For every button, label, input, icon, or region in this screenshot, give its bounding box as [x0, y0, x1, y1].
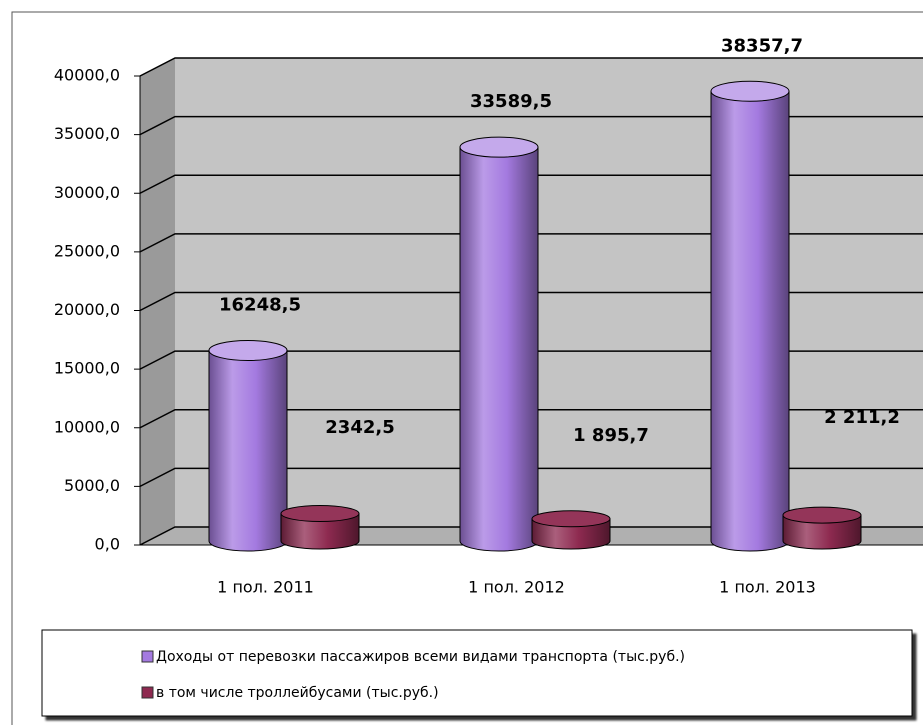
data-label: 16248,5	[219, 294, 301, 315]
bar-top	[459, 136, 539, 158]
bar-top	[208, 339, 288, 361]
x-tick-label: 1 пол. 2013	[719, 578, 816, 597]
y-tick-label: 20000,0	[54, 300, 120, 319]
legend-swatch	[141, 686, 154, 699]
data-label: 2342,5	[325, 417, 394, 438]
y-tick-label: 25000,0	[54, 241, 120, 260]
data-label: 38357,7	[721, 35, 803, 56]
y-tick-label: 0,0	[95, 535, 120, 554]
bar-body	[280, 513, 360, 550]
bar-top	[710, 80, 790, 102]
legend-label: в том числе троллейбусами (тыс.руб.)	[156, 685, 439, 701]
grid-line	[139, 467, 923, 488]
bar-body	[459, 146, 539, 552]
grid-line	[139, 174, 923, 194]
grid-line	[139, 526, 923, 546]
data-label: 1 895,7	[573, 425, 649, 446]
bar-top	[280, 505, 360, 523]
grid-line	[139, 291, 923, 312]
grid-line	[139, 115, 923, 136]
y-tick-label: 30000,0	[54, 183, 120, 202]
grid-line	[139, 57, 923, 77]
plot	[134, 57, 923, 552]
bar-top	[531, 510, 611, 528]
grid-line	[139, 409, 923, 429]
y-tick-label: 15000,0	[54, 359, 120, 378]
bar-body	[710, 90, 790, 552]
bar-top	[782, 506, 862, 524]
y-tick-label: 5000,0	[64, 476, 120, 495]
x-tick-label: 1 пол. 2012	[468, 578, 565, 597]
y-tick-label: 10000,0	[54, 417, 120, 436]
y-tick-label: 35000,0	[54, 124, 120, 143]
bar-body	[782, 514, 862, 550]
legend-swatch	[141, 650, 154, 663]
grid-line	[139, 350, 923, 370]
legend: Доходы от перевозки пассажиров всеми вид…	[141, 649, 685, 701]
grid-line	[139, 233, 923, 253]
x-tick-label: 1 пол. 2011	[217, 578, 314, 597]
legend-box	[41, 629, 913, 717]
bar-body	[531, 518, 611, 550]
legend-label: Доходы от перевозки пассажиров всеми вид…	[156, 649, 685, 665]
bar-body	[208, 349, 288, 552]
data-label: 2 211,2	[824, 407, 900, 428]
y-tick-label: 40000,0	[54, 66, 120, 85]
data-label: 33589,5	[470, 91, 552, 112]
